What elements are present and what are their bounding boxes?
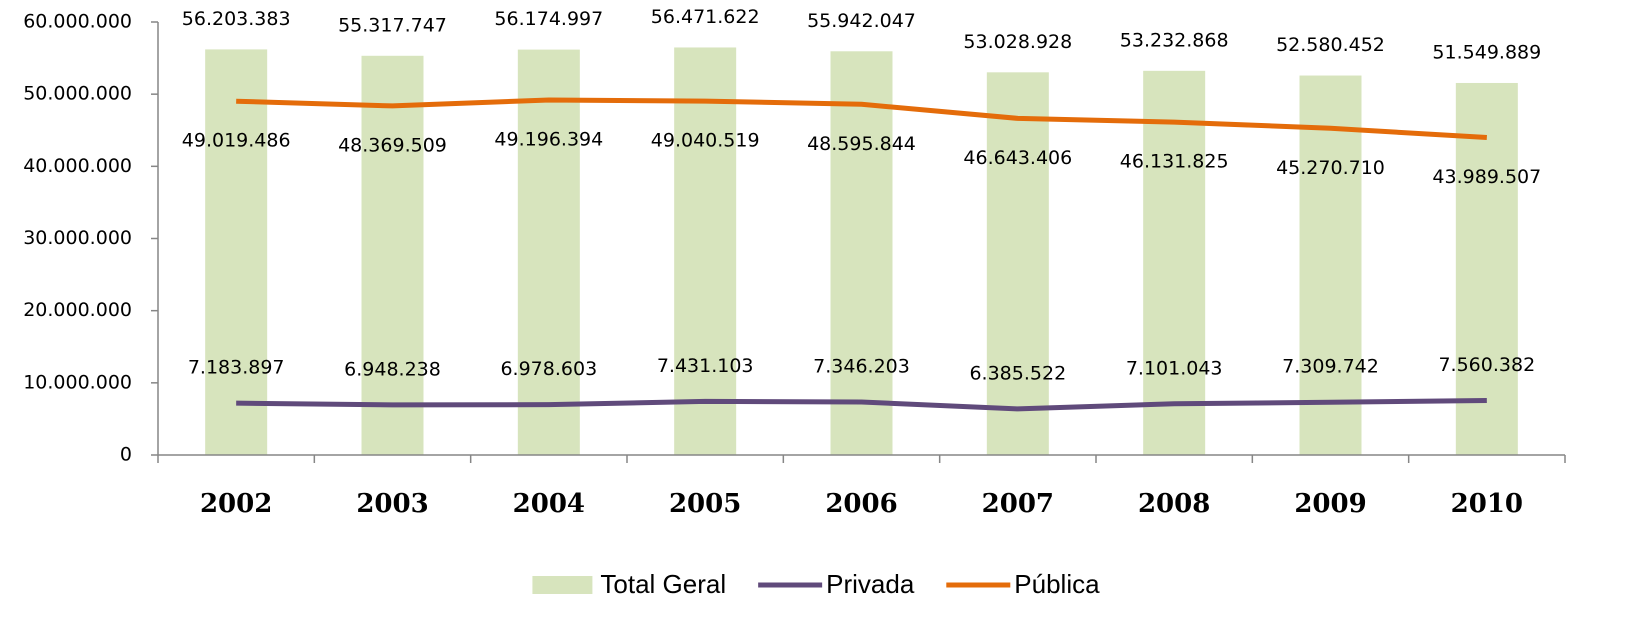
y-tick-label: 10.000.000: [23, 371, 132, 393]
data-label: 56.471.622: [651, 6, 760, 28]
data-label: 45.270.710: [1276, 157, 1385, 179]
data-label: 56.203.383: [182, 8, 291, 30]
y-tick-label: 40.000.000: [23, 155, 132, 177]
data-label: 52.580.452: [1276, 34, 1385, 56]
line-series: [236, 397, 1487, 412]
bar: [1143, 70, 1206, 456]
line-series: [236, 97, 1487, 141]
data-label: 56.174.997: [494, 8, 603, 30]
bar: [1299, 75, 1362, 455]
data-label: 49.040.519: [651, 130, 760, 152]
x-tick-label: 2003: [356, 489, 428, 519]
data-label: 7.346.203: [813, 355, 910, 377]
x-tick-label: 2010: [1451, 489, 1523, 519]
data-label: 6.978.603: [500, 358, 597, 380]
bar: [986, 72, 1049, 456]
bar: [361, 55, 424, 456]
legend-label: Privada: [826, 569, 915, 599]
data-label: 7.560.382: [1438, 354, 1535, 376]
y-tick-label: 0: [120, 444, 132, 466]
data-label: 46.643.406: [963, 147, 1072, 169]
x-tick-label: 2009: [1294, 489, 1366, 519]
x-tick-label: 2005: [669, 489, 741, 519]
x-tick-label: 2008: [1138, 489, 1210, 519]
data-label: 49.196.394: [494, 128, 603, 150]
data-label: 53.232.868: [1120, 29, 1229, 51]
bar: [205, 49, 268, 455]
x-tick-label: 2007: [982, 489, 1054, 519]
data-label: 51.549.889: [1432, 41, 1541, 63]
data-label: 49.019.486: [182, 130, 291, 152]
bar: [517, 49, 580, 456]
bar: [1455, 82, 1518, 456]
bar: [830, 51, 893, 456]
y-tick-label: 50.000.000: [23, 83, 132, 105]
y-tick-label: 60.000.000: [23, 11, 132, 33]
data-label: 55.317.747: [338, 14, 447, 36]
x-tick-label: 2004: [513, 489, 585, 519]
data-label: 43.989.507: [1432, 166, 1541, 188]
data-label: 7.183.897: [188, 357, 285, 379]
legend-swatch: [532, 576, 593, 594]
data-label: 7.101.043: [1126, 357, 1223, 379]
data-label: 7.431.103: [657, 355, 754, 377]
data-label: 46.131.825: [1120, 151, 1229, 173]
y-tick-label: 30.000.000: [23, 227, 132, 249]
bar: [674, 47, 737, 455]
legend-label: Total Geral: [600, 569, 726, 599]
y-tick-label: 20.000.000: [23, 299, 132, 321]
x-tick-label: 2006: [825, 489, 897, 519]
data-label: 6.948.238: [344, 358, 441, 380]
legend-label: Pública: [1014, 569, 1100, 599]
data-label: 48.595.844: [807, 133, 916, 155]
x-tick-label: 2002: [200, 489, 272, 519]
data-label: 7.309.742: [1282, 356, 1379, 378]
data-label: 55.942.047: [807, 10, 916, 32]
data-label: 48.369.509: [338, 134, 447, 156]
data-label: 6.385.522: [969, 362, 1066, 384]
data-label: 53.028.928: [963, 31, 1072, 53]
